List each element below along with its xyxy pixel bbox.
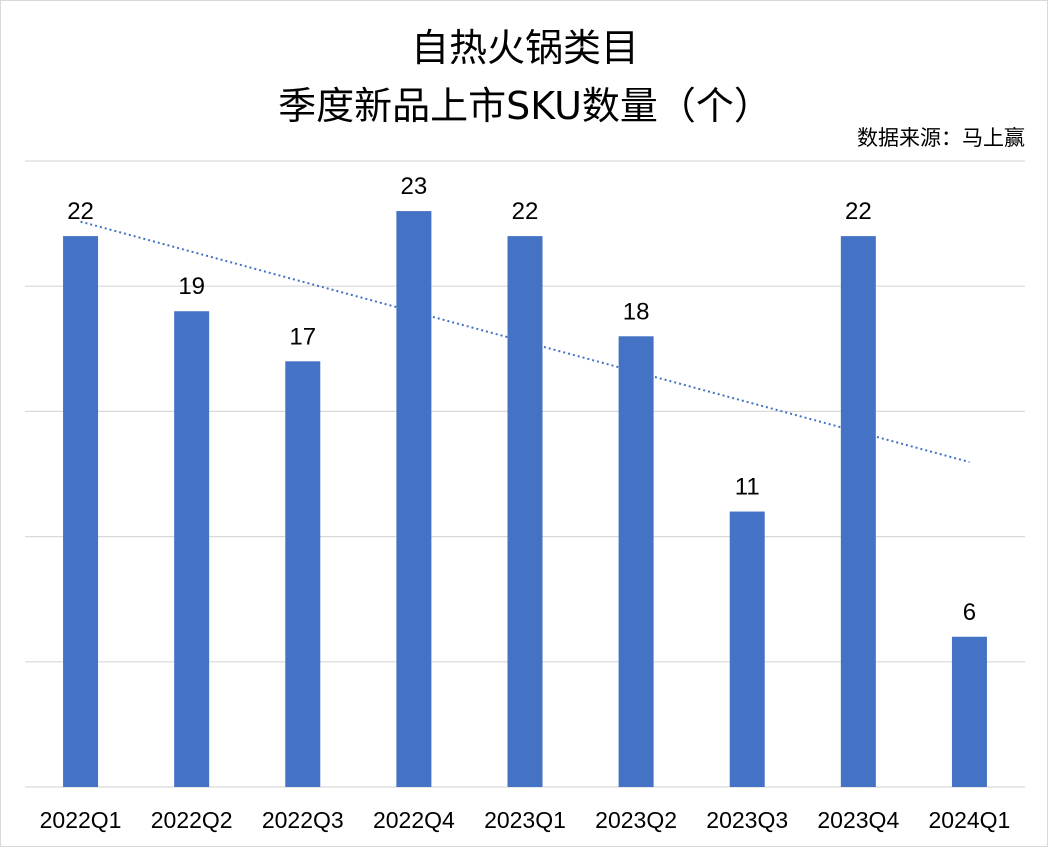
data-label-2022Q1: 22 [67,198,94,225]
data-label-2022Q3: 17 [289,323,316,350]
bar-2022Q1 [63,236,99,787]
data-label-2023Q1: 22 [512,198,539,225]
bar-2022Q4 [396,211,432,787]
chart-title-line2: 季度新品上市SKU数量（个） [278,84,772,128]
tick-label-2022Q4: 2022Q4 [373,807,455,833]
bar-2023Q3 [729,511,765,787]
data-label-2022Q4: 23 [401,173,428,200]
bar-2024Q1 [951,636,987,787]
bar-2023Q1 [507,236,543,787]
bar-2023Q4 [840,236,876,787]
bar-2023Q2 [618,336,654,787]
chart-title-line1: 自热火锅类目 [411,26,639,70]
data-labels: 22 19 17 23 22 18 11 22 6 [67,173,976,626]
data-label-2023Q3: 11 [735,474,760,501]
data-label-2023Q2: 18 [623,298,650,325]
x-axis-ticks: 2022Q1 2022Q2 2022Q3 2022Q4 2023Q1 2023Q2 2023… [40,807,1011,833]
tick-label-2022Q1: 2022Q1 [40,807,122,833]
tick-label-2023Q4: 2023Q4 [817,807,899,833]
bar-2022Q3 [285,361,321,787]
tick-label-2023Q1: 2023Q1 [484,807,566,833]
tick-label-2022Q2: 2022Q2 [151,807,233,833]
tick-label-2024Q1: 2024Q1 [929,807,1011,833]
data-source-note: 数据来源：马上赢 [857,126,1025,150]
trendline-layer [80,220,970,464]
data-label-2022Q2: 19 [178,273,205,300]
tick-label-2022Q3: 2022Q3 [262,807,344,833]
tick-label-2023Q2: 2023Q2 [595,807,677,833]
bar-2022Q2 [174,311,210,787]
data-label-2024Q1: 6 [963,599,976,626]
tick-label-2023Q3: 2023Q3 [706,807,788,833]
linear-trendline [80,220,970,464]
data-label-2023Q4: 22 [845,198,872,225]
bar-series [63,211,987,787]
